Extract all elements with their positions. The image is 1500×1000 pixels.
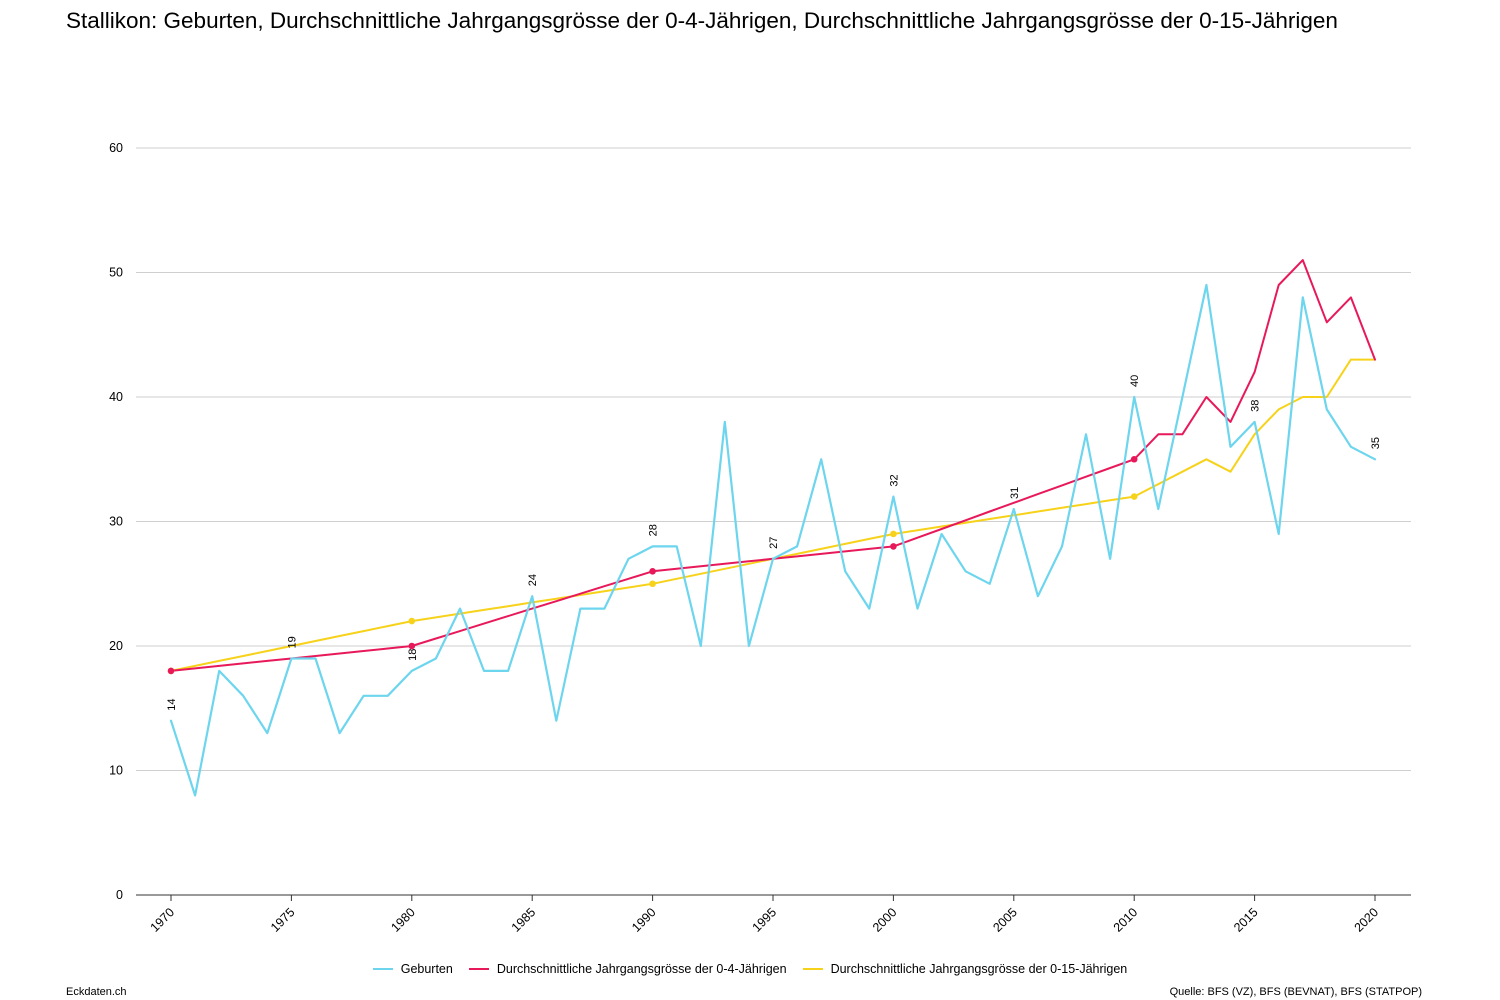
legend-item-geburten[interactable]: Geburten [372,962,453,976]
series-marker [167,667,175,675]
data-label: 14 [166,698,178,710]
footer-source: Quelle: BFS (VZ), BFS (BEVNAT), BFS (STA… [1169,986,1422,998]
y-tick-label: 20 [109,639,123,653]
legend-label: Geburten [400,962,453,976]
x-tick-label: 1970 [148,905,178,935]
y-tick-label: 10 [109,764,123,778]
series-marker [408,642,416,650]
x-tick-label: 1975 [268,905,298,935]
data-label: 31 [1009,487,1021,499]
series-marker [890,543,897,550]
x-tick-label: 2005 [990,905,1020,935]
series-marker [890,530,897,538]
data-label: 38 [1250,400,1262,412]
line-chart: 0 10 20 30 40 50 60 1970 1975 1980 1985 1990 1995 200… [109,141,1411,935]
x-tick-label: 2015 [1231,905,1261,935]
y-tick-label: 40 [109,390,123,404]
footer-brand: Eckdaten.ch [66,986,127,998]
series-line [170,358,1376,672]
axes: 0 10 20 30 40 50 60 1970 1975 1980 1985 1990 1995 200… [109,141,1411,935]
data-label: 28 [648,524,660,536]
legend-label: Durchschnittliche Jahrgangsgrösse der 0-… [830,962,1128,976]
x-tick-label: 2010 [1111,905,1141,935]
y-tick-label: 50 [109,266,123,280]
data-label: 19 [286,636,298,648]
gridlines [136,147,1411,771]
x-tick-label: 1995 [750,905,780,935]
y-tick-label: 0 [116,888,123,902]
chart-title: Stallikon: Geburten, Durchschnittliche J… [66,8,1338,33]
x-tick-label: 2020 [1352,905,1382,935]
y-tick-label: 60 [109,141,123,155]
legend: Geburten Durchschnittliche Jahrgangsgrös… [0,962,1500,976]
series-marker [1130,493,1138,500]
x-tick-label: 1985 [509,905,539,935]
data-label: 32 [888,474,900,486]
series-marker [649,568,656,575]
legend-swatch [802,968,823,970]
series-line [169,283,1377,797]
data-labels: 14 19 18 24 28 27 32 31 40 38 35 [166,375,1382,711]
data-label: 40 [1129,375,1141,387]
x-tick-label: 1990 [629,905,659,935]
series-marker [408,617,416,625]
data-label: 27 [768,537,780,549]
x-tick-label: 2000 [870,905,900,935]
series-marker [649,580,656,588]
x-tick-label: 1980 [388,905,418,935]
legend-swatch [468,968,489,970]
legend-label: Durchschnittliche Jahrgangsgrösse der 0-… [496,962,787,976]
legend-item-avg-0-4[interactable]: Durchschnittliche Jahrgangsgrösse der 0-… [468,962,787,976]
legend-swatch [372,968,393,970]
data-label: 18 [407,649,419,661]
data-label: 24 [527,574,539,586]
data-label: 35 [1370,437,1382,449]
series-markers [167,455,1138,675]
legend-item-avg-0-15[interactable]: Durchschnittliche Jahrgangsgrösse der 0-… [802,962,1128,976]
y-tick-label: 30 [109,515,123,529]
series-lines [169,259,1377,797]
series-marker [1130,455,1138,463]
